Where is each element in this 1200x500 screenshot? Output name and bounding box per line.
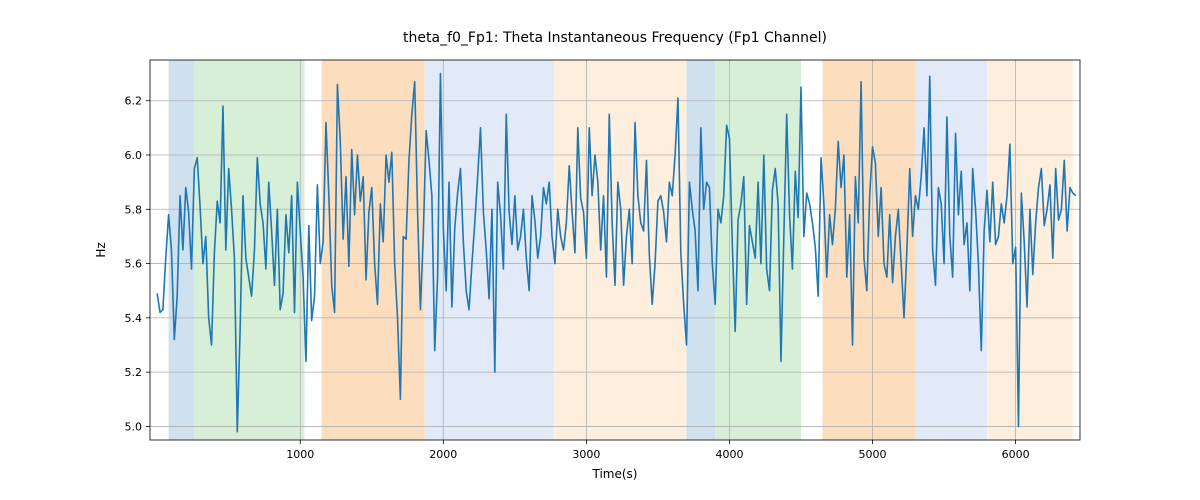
- x-axis-label: Time(s): [592, 467, 638, 481]
- xtick-label: 4000: [715, 448, 743, 461]
- chart-title: theta_f0_Fp1: Theta Instantaneous Freque…: [403, 30, 827, 46]
- chart-container: 1000 2000 3000 4000 5000 6000 5.0 5.2 5.4 5.6 5.8 6…: [0, 0, 1200, 500]
- highlight-band: [553, 60, 686, 440]
- line-chart: 1000 2000 3000 4000 5000 6000 5.0 5.2 5.4 5.6 5.8 6…: [0, 0, 1200, 500]
- ytick-label: 5.2: [125, 366, 143, 379]
- y-axis-label: Hz: [94, 242, 108, 257]
- xtick-label: 6000: [1002, 448, 1030, 461]
- highlight-band: [715, 60, 801, 440]
- ytick-label: 5.4: [125, 312, 143, 325]
- highlight-band: [822, 60, 915, 440]
- xtick-label: 5000: [859, 448, 887, 461]
- ytick-label: 6.2: [125, 95, 143, 108]
- xtick-label: 1000: [286, 448, 314, 461]
- ytick-label: 5.0: [125, 420, 143, 433]
- ytick-label: 5.6: [125, 258, 143, 271]
- ytick-label: 6.0: [125, 149, 143, 162]
- highlight-band: [687, 60, 716, 440]
- ytick-label: 5.8: [125, 203, 143, 216]
- highlight-band: [987, 60, 1073, 440]
- xtick-label: 3000: [572, 448, 600, 461]
- xtick-label: 2000: [429, 448, 457, 461]
